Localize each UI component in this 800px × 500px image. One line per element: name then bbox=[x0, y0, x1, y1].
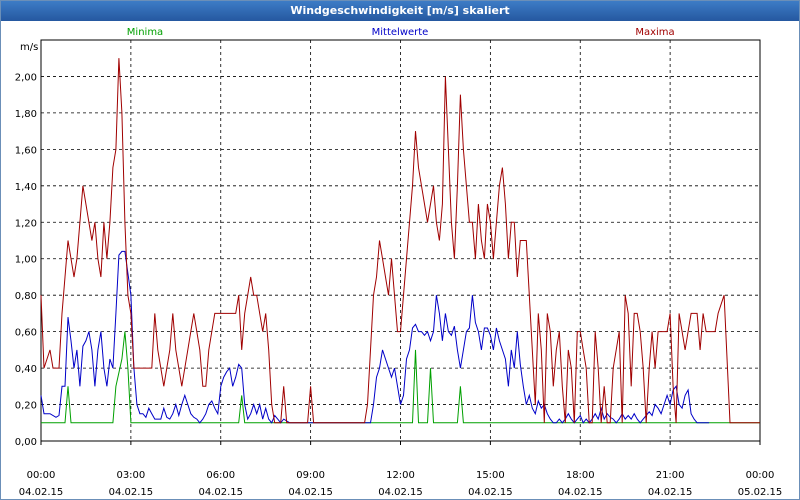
y-tick-label: 0,20 bbox=[15, 401, 37, 412]
x-tick-time: 00:00 bbox=[27, 470, 56, 481]
x-tick-date: 05.02.15 bbox=[738, 487, 783, 498]
x-tick-time: 18:00 bbox=[566, 470, 595, 481]
y-tick-label: 1,20 bbox=[15, 218, 37, 229]
series-maxima-line bbox=[40, 58, 760, 424]
legend-minima: Minima bbox=[127, 27, 163, 38]
x-tick-date: 04.02.15 bbox=[109, 487, 154, 498]
x-tick-date: 04.02.15 bbox=[288, 487, 333, 498]
y-tick-label: 0,00 bbox=[15, 437, 37, 448]
x-tick-time: 12:00 bbox=[386, 470, 415, 481]
x-tick-date: 04.02.15 bbox=[468, 487, 513, 498]
x-tick-date: 04.02.15 bbox=[198, 487, 243, 498]
x-tick-date: 04.02.15 bbox=[558, 487, 603, 498]
x-tick-time: 21:00 bbox=[656, 470, 685, 481]
y-tick-label: 0,80 bbox=[15, 291, 37, 302]
x-tick-time: 03:00 bbox=[116, 470, 145, 481]
x-tick-time: 09:00 bbox=[296, 470, 325, 481]
legend: Minima Mittelwerte Maxima bbox=[127, 27, 675, 38]
series-lines bbox=[40, 58, 760, 424]
y-axis-label: m/s bbox=[20, 42, 38, 53]
legend-mittelwerte: Mittelwerte bbox=[372, 27, 429, 38]
legend-maxima: Maxima bbox=[635, 27, 674, 38]
axes: 0,00 0,20 0,40 0,60 0,80 1,00 1,20 1,40 1,60 1,80… bbox=[15, 72, 783, 498]
window-title: Windgeschwindigkeit [m/s] skaliert bbox=[1, 1, 799, 21]
y-tick-label: 1,60 bbox=[15, 145, 37, 156]
x-tick-date: 04.02.15 bbox=[378, 487, 423, 498]
y-tick-label: 2,00 bbox=[15, 72, 37, 83]
x-tick-time: 15:00 bbox=[476, 470, 505, 481]
y-tick-label: 0,40 bbox=[15, 364, 37, 375]
x-tick-time: 06:00 bbox=[206, 470, 235, 481]
y-tick-label: 1,40 bbox=[15, 182, 37, 193]
x-tick-date: 04.02.15 bbox=[648, 487, 693, 498]
y-tick-label: 1,00 bbox=[15, 255, 37, 266]
x-tick-time: 00:00 bbox=[746, 470, 775, 481]
grid bbox=[40, 39, 761, 442]
y-tick-label: 0,60 bbox=[15, 328, 37, 339]
series-mittelwerte-line bbox=[40, 250, 710, 424]
y-tick-label: 1,80 bbox=[15, 109, 37, 120]
x-tick-date: 04.02.15 bbox=[19, 487, 64, 498]
